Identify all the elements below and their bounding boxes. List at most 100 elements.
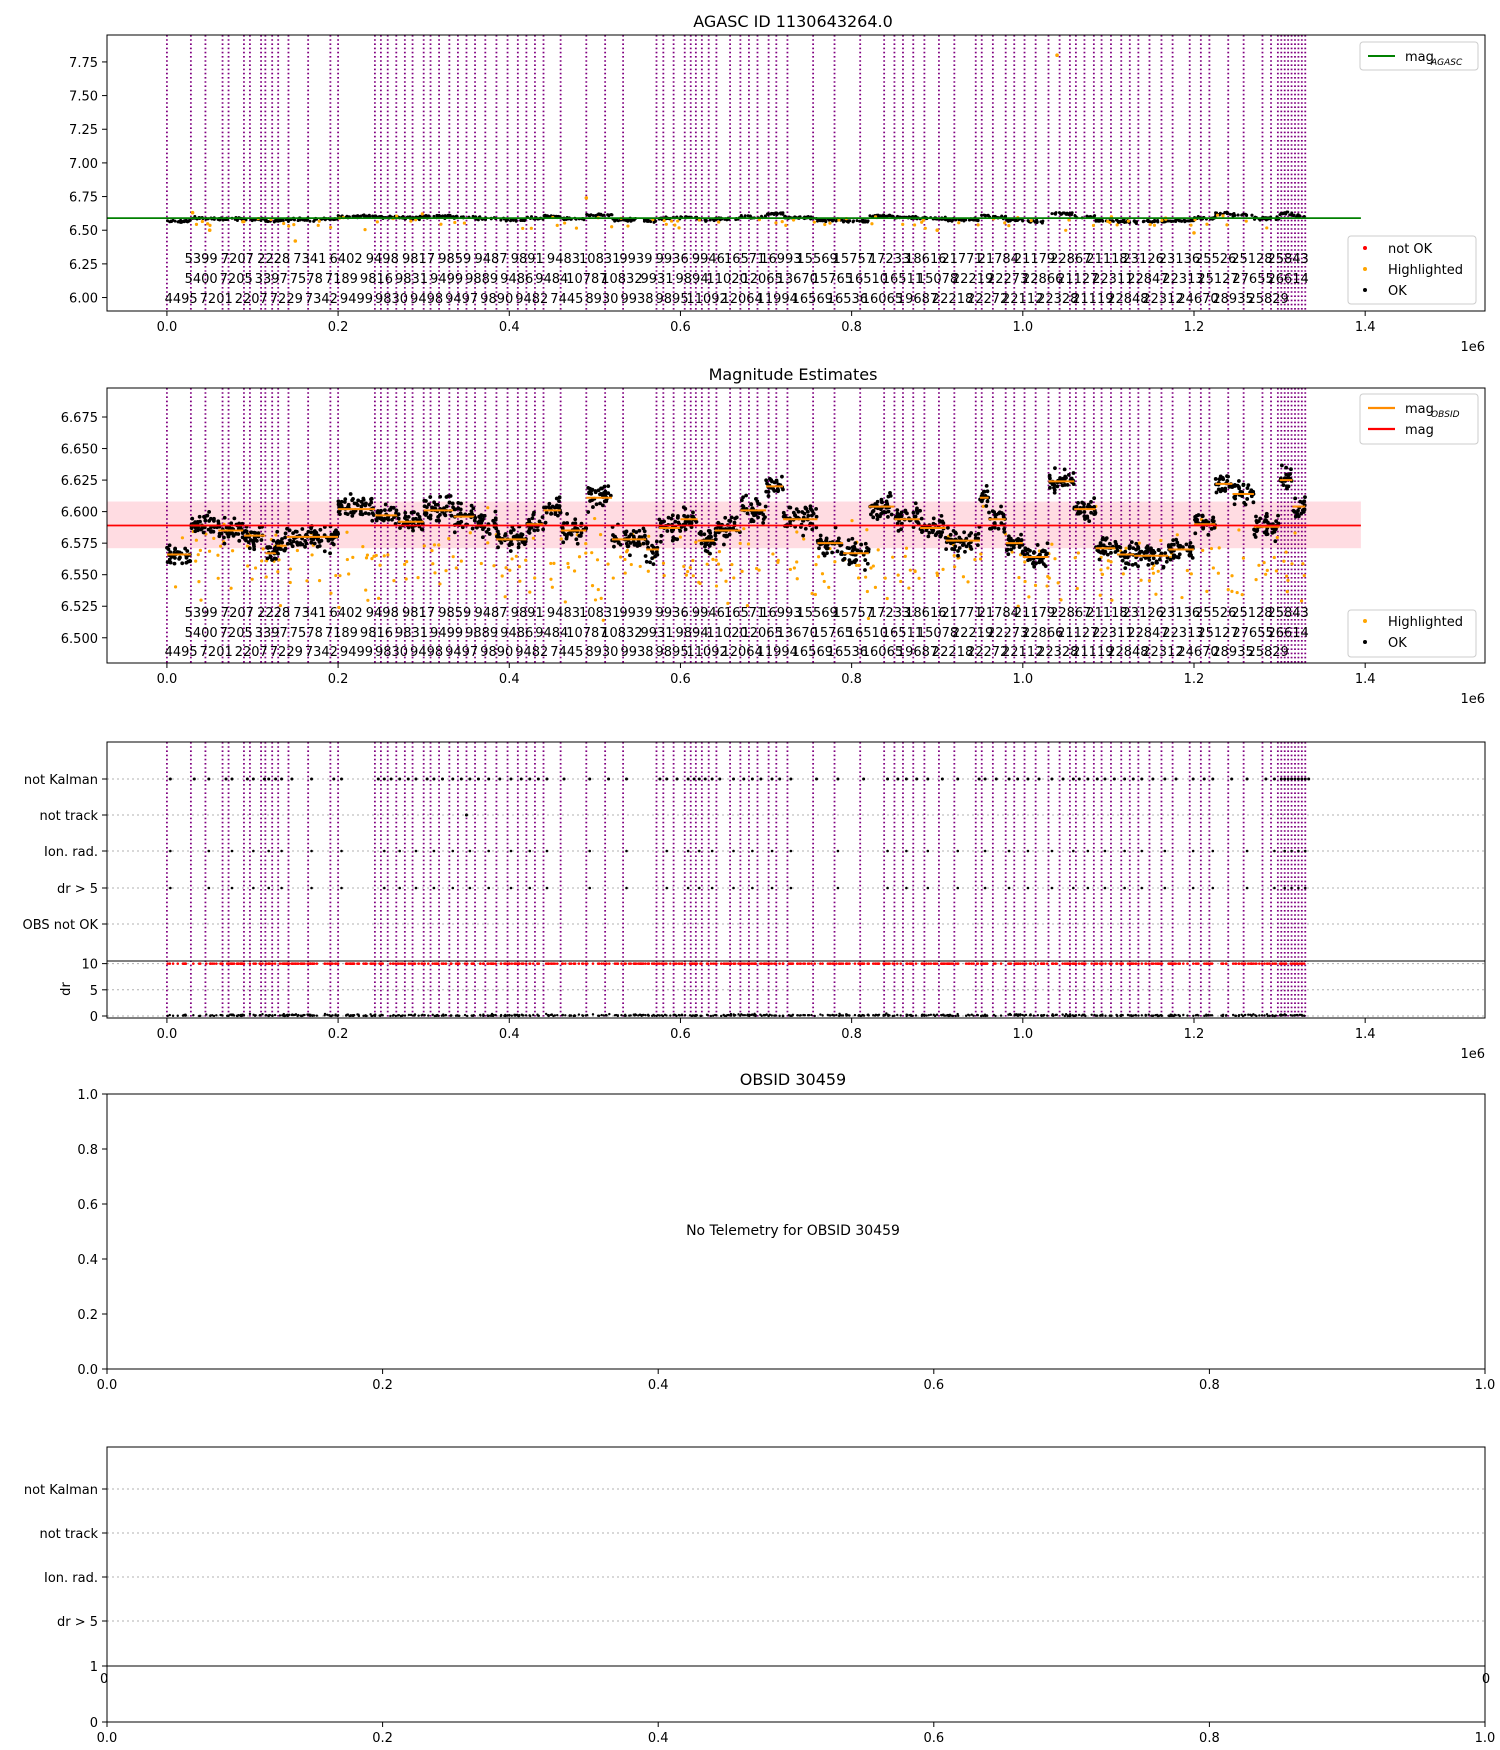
ok-point bbox=[308, 220, 311, 223]
highlighted-point bbox=[935, 571, 938, 574]
legend-label-sub: OBSID bbox=[1431, 410, 1460, 420]
ok-point bbox=[450, 514, 454, 518]
highlighted-point bbox=[1212, 566, 1215, 569]
highlighted-point bbox=[199, 599, 202, 602]
highlighted-point bbox=[715, 558, 718, 561]
highlighted-point bbox=[726, 602, 729, 605]
highlighted-point bbox=[941, 568, 944, 571]
ok-point bbox=[856, 219, 859, 222]
ok-point bbox=[1036, 543, 1040, 547]
highlighted-point bbox=[689, 566, 692, 569]
ok-point bbox=[617, 219, 620, 222]
highlighted-point bbox=[430, 549, 433, 552]
highlighted-point bbox=[663, 219, 666, 222]
ok-point bbox=[780, 475, 784, 479]
panel-mag-xtick-label: 1.4 bbox=[1355, 672, 1376, 687]
panel-mag-obsid-label: 9498 bbox=[366, 606, 399, 621]
ok-point bbox=[370, 497, 374, 501]
ok-point bbox=[1206, 533, 1210, 537]
panel-mag-obsid-label: 21771 bbox=[941, 606, 982, 621]
ok-point bbox=[328, 551, 332, 555]
flag-point-dr bbox=[208, 887, 211, 890]
highlighted-point bbox=[891, 556, 894, 559]
flag-point-dr bbox=[487, 887, 490, 890]
ok-point bbox=[758, 511, 762, 515]
dr-point bbox=[1152, 1015, 1154, 1017]
legend-label: Highlighted bbox=[1388, 263, 1463, 278]
flag-point-not-kalman bbox=[1086, 778, 1089, 781]
ok-point bbox=[953, 548, 957, 552]
ok-point bbox=[916, 511, 920, 515]
highlighted-point bbox=[1157, 570, 1160, 573]
ok-point bbox=[541, 528, 545, 532]
highlighted-point bbox=[549, 578, 552, 581]
ok-point bbox=[772, 212, 775, 215]
panel-mag-obsid-label: 9889 bbox=[465, 626, 498, 641]
highlighted-point bbox=[673, 224, 676, 227]
ok-point bbox=[651, 551, 655, 555]
flag-point-not-kalman bbox=[625, 778, 628, 781]
highlighted-point bbox=[1286, 579, 1289, 582]
dr-capped-point bbox=[915, 962, 918, 965]
dr-point bbox=[1080, 1014, 1082, 1016]
panel-agasc-obsid-label: 16993 bbox=[760, 252, 801, 267]
panel-mag-obsid-label: 7341 bbox=[293, 606, 326, 621]
dr-capped-point bbox=[681, 962, 684, 965]
ok-point bbox=[871, 510, 875, 514]
flag-point-ion-rad bbox=[487, 850, 490, 853]
ok-point bbox=[166, 219, 169, 222]
dr-point bbox=[504, 1014, 506, 1016]
panel-agasc-obsid-label: 18616 bbox=[905, 252, 946, 267]
highlighted-point bbox=[1139, 579, 1142, 582]
ok-point bbox=[776, 488, 780, 492]
ok-point bbox=[637, 529, 641, 533]
ok-point bbox=[167, 547, 171, 551]
dr-capped-point bbox=[249, 962, 252, 965]
ok-point bbox=[451, 502, 455, 506]
highlighted-point bbox=[510, 557, 513, 560]
dr-capped-point bbox=[404, 962, 407, 965]
flag-point-dr bbox=[529, 887, 532, 890]
panel-agasc-obsid-label: 7189 bbox=[325, 272, 358, 287]
panel-mag-obsid-label: 9482 bbox=[515, 645, 548, 660]
highlighted-point bbox=[904, 555, 907, 558]
panel-mag-xtick-label: 0.0 bbox=[157, 672, 178, 687]
ok-point bbox=[703, 542, 707, 546]
highlighted-point bbox=[706, 563, 709, 566]
ok-point bbox=[876, 500, 880, 504]
panel-agasc-obsid-label: 9830 bbox=[375, 292, 408, 307]
legend-marker bbox=[1363, 640, 1367, 644]
ok-point bbox=[304, 542, 308, 546]
highlighted-point bbox=[619, 555, 622, 558]
panel-mag-ytick-label: 6.525 bbox=[61, 600, 98, 615]
highlighted-point bbox=[670, 219, 673, 222]
highlighted-point bbox=[229, 587, 232, 590]
dr-point bbox=[1119, 1014, 1121, 1016]
highlighted-point bbox=[1099, 594, 1102, 597]
panel-mag-obsid-label: 3397 bbox=[255, 626, 288, 641]
panel-agasc-obsid-label: 15757 bbox=[833, 252, 874, 267]
flag-point-not-kalman bbox=[778, 778, 781, 781]
panel-agasc-obsid-label: 9486 bbox=[500, 272, 533, 287]
flag-point-not-kalman bbox=[280, 778, 283, 781]
highlighted-point bbox=[345, 531, 348, 534]
highlighted-point bbox=[593, 517, 596, 520]
panel-mag-obsid-label: 9498 bbox=[410, 645, 443, 660]
highlighted-point bbox=[1237, 528, 1240, 531]
highlighted-point bbox=[823, 580, 826, 583]
highlighted-point bbox=[679, 536, 682, 539]
ok-point bbox=[1121, 559, 1125, 563]
ok-point bbox=[217, 534, 221, 538]
ok-point bbox=[1191, 556, 1195, 560]
ok-point bbox=[809, 507, 813, 511]
panel-mag-obsid-label: 18616 bbox=[905, 606, 946, 621]
highlighted-point bbox=[460, 560, 463, 563]
dr-capped-point bbox=[1080, 962, 1083, 965]
ok-point bbox=[1292, 214, 1295, 217]
ok-point bbox=[1019, 533, 1023, 537]
highlighted-point bbox=[334, 574, 337, 577]
ok-point bbox=[1185, 543, 1189, 547]
panel-mag-obsid-label: 9894 bbox=[676, 626, 709, 641]
highlighted-point bbox=[504, 595, 507, 598]
panel-magnitude-estimates: Magnitude Estimates 5399 7207 2228 7341 6402… bbox=[61, 365, 1485, 707]
